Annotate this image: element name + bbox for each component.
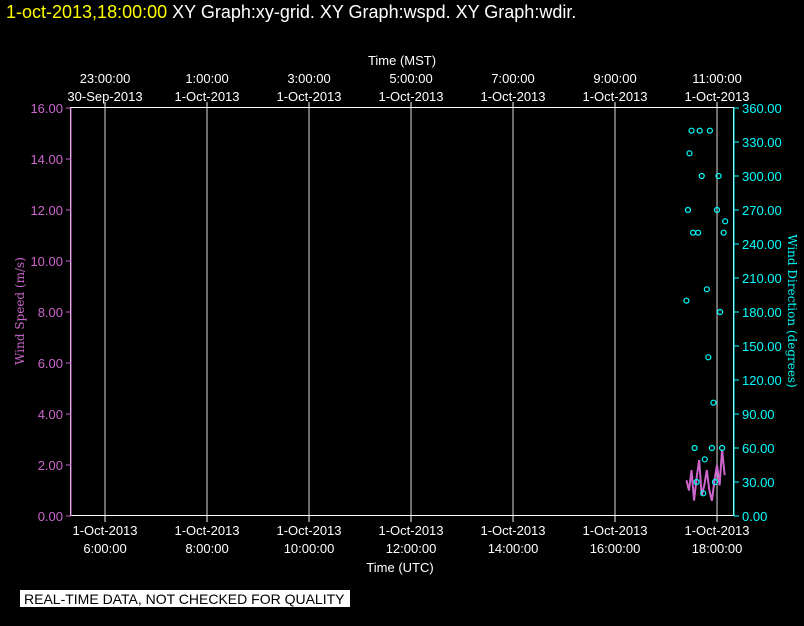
- top-tick-date: 1-Oct-2013: [684, 89, 749, 104]
- wind-direction-point: [715, 172, 722, 180]
- wind-direction-point: [705, 354, 712, 361]
- left-tick-label: 10.00: [30, 254, 63, 269]
- right-tick-label: 90.00: [742, 407, 775, 422]
- right-tick-label: 120.00: [742, 373, 782, 388]
- left-tick-label: 16.00: [30, 101, 63, 116]
- right-tick-label: 270.00: [742, 203, 782, 218]
- wind-direction-point: [683, 297, 690, 304]
- left-tick-label: 4.00: [38, 407, 63, 422]
- bottom-tick-time: 8:00:00: [185, 541, 228, 556]
- right-tick-label: 150.00: [742, 339, 782, 354]
- wind-direction-point: [708, 444, 716, 452]
- wind-direction-point: [713, 206, 721, 214]
- wind-direction-point: [689, 229, 697, 236]
- wind-direction-point: [698, 172, 705, 180]
- wind-direction-point: [711, 478, 719, 486]
- bottom-axis-title: Time (UTC): [366, 560, 433, 575]
- bottom-tick-time: 6:00:00: [83, 541, 126, 556]
- wind-direction-point: [686, 150, 693, 157]
- wind-direction-point: [696, 127, 703, 134]
- top-tick-date: 1-Oct-2013: [582, 89, 647, 104]
- right-tick-label: 300.00: [742, 169, 782, 184]
- wind-direction-point: [693, 478, 700, 486]
- left-axis-title: Wind Speed (m/s): [13, 257, 27, 365]
- wind-direction-point: [703, 286, 710, 293]
- wind-direction-point: [700, 490, 707, 497]
- left-tick-label: 0.00: [38, 509, 63, 524]
- left-tick-label: 2.00: [38, 458, 63, 473]
- right-tick-label: 180.00: [742, 305, 782, 320]
- right-tick-label: 330.00: [742, 135, 782, 150]
- top-tick-date: 1-Oct-2013: [174, 89, 239, 104]
- wind-direction-point: [719, 444, 726, 452]
- bottom-tick-date: 1-Oct-2013: [684, 523, 749, 538]
- wind-direction-point: [688, 127, 695, 134]
- bottom-tick-time: 12:00:00: [386, 541, 437, 556]
- bottom-tick-time: 14:00:00: [488, 541, 539, 556]
- top-tick-date: 1-Oct-2013: [276, 89, 341, 104]
- right-tick-label: 0.00: [742, 509, 767, 524]
- left-tick-label: 12.00: [30, 203, 63, 218]
- top-tick-time: 5:00:00: [389, 71, 432, 86]
- bottom-tick-date: 1-Oct-2013: [480, 523, 545, 538]
- series-layer: [683, 127, 729, 501]
- graph-names: XY Graph:xy-grid. XY Graph:wspd. XY Grap…: [172, 2, 577, 22]
- top-tick-date: 30-Sep-2013: [67, 89, 142, 104]
- top-tick-time: 7:00:00: [491, 71, 534, 86]
- quality-notice: REAL-TIME DATA, NOT CHECKED FOR QUALITY: [20, 590, 351, 607]
- top-axis-title: Time (MST): [368, 53, 436, 68]
- left-tick-label: 6.00: [38, 356, 63, 371]
- bottom-tick-time: 18:00:00: [692, 541, 743, 556]
- right-axis-title: Wind Direction (degrees): [785, 234, 799, 388]
- grid-lines: [104, 108, 718, 516]
- right-axis-ticks: 0.00 30.00 60.00 90.00 120.00 150.00 180.00 210…: [733, 101, 782, 524]
- top-axis-ticks: 23:00:00 30-Sep-2013 1:00:00 1-Oct-2013 3:00…: [67, 71, 750, 108]
- graph-title: 1-oct-2013,18:00:00 XY Graph:xy-grid. XY…: [6, 2, 576, 23]
- timestamp: 1-oct-2013,18:00:00: [6, 2, 168, 22]
- wind-direction-point: [710, 399, 717, 406]
- top-tick-date: 1-Oct-2013: [378, 89, 443, 104]
- wind-direction-point: [691, 444, 698, 452]
- bottom-tick-date: 1-Oct-2013: [72, 523, 137, 538]
- wind-direction-point: [720, 229, 727, 236]
- right-tick-label: 30.00: [742, 475, 775, 490]
- top-tick-time: 9:00:00: [593, 71, 636, 86]
- plot-frame: [70, 107, 734, 516]
- top-tick-date: 1-Oct-2013: [480, 89, 545, 104]
- wind-direction-point: [706, 127, 713, 134]
- right-tick-label: 210.00: [742, 271, 782, 286]
- top-tick-time: 1:00:00: [185, 71, 228, 86]
- bottom-tick-date: 1-Oct-2013: [378, 523, 443, 538]
- left-tick-label: 14.00: [30, 152, 63, 167]
- wind-direction-point: [695, 229, 702, 236]
- right-tick-label: 360.00: [742, 101, 782, 116]
- bottom-tick-date: 1-Oct-2013: [174, 523, 239, 538]
- wind-speed-line: [685, 449, 726, 501]
- right-tick-label: 60.00: [742, 441, 775, 456]
- left-axis-ticks: 0.00 2.00 4.00 6.00 8.00 10.00 12.00 14.00 16.00: [30, 101, 72, 524]
- top-tick-time: 11:00:00: [692, 71, 742, 86]
- bottom-tick-date: 1-Oct-2013: [276, 523, 341, 538]
- bottom-axis-ticks: 1-Oct-2013 6:00:00 1-Oct-2013 8:00:00 1-Oct-…: [72, 516, 750, 556]
- bottom-tick-time: 10:00:00: [284, 541, 335, 556]
- right-tick-label: 240.00: [742, 237, 782, 252]
- wind-direction-point: [722, 218, 729, 225]
- top-tick-time: 3:00:00: [287, 71, 330, 86]
- wind-direction-point: [684, 206, 692, 214]
- bottom-tick-time: 16:00:00: [590, 541, 641, 556]
- left-tick-label: 8.00: [38, 305, 63, 320]
- bottom-tick-date: 1-Oct-2013: [582, 523, 647, 538]
- wind-direction-point: [716, 308, 724, 316]
- top-tick-time: 23:00:00: [80, 71, 131, 86]
- wind-direction-point: [701, 456, 708, 463]
